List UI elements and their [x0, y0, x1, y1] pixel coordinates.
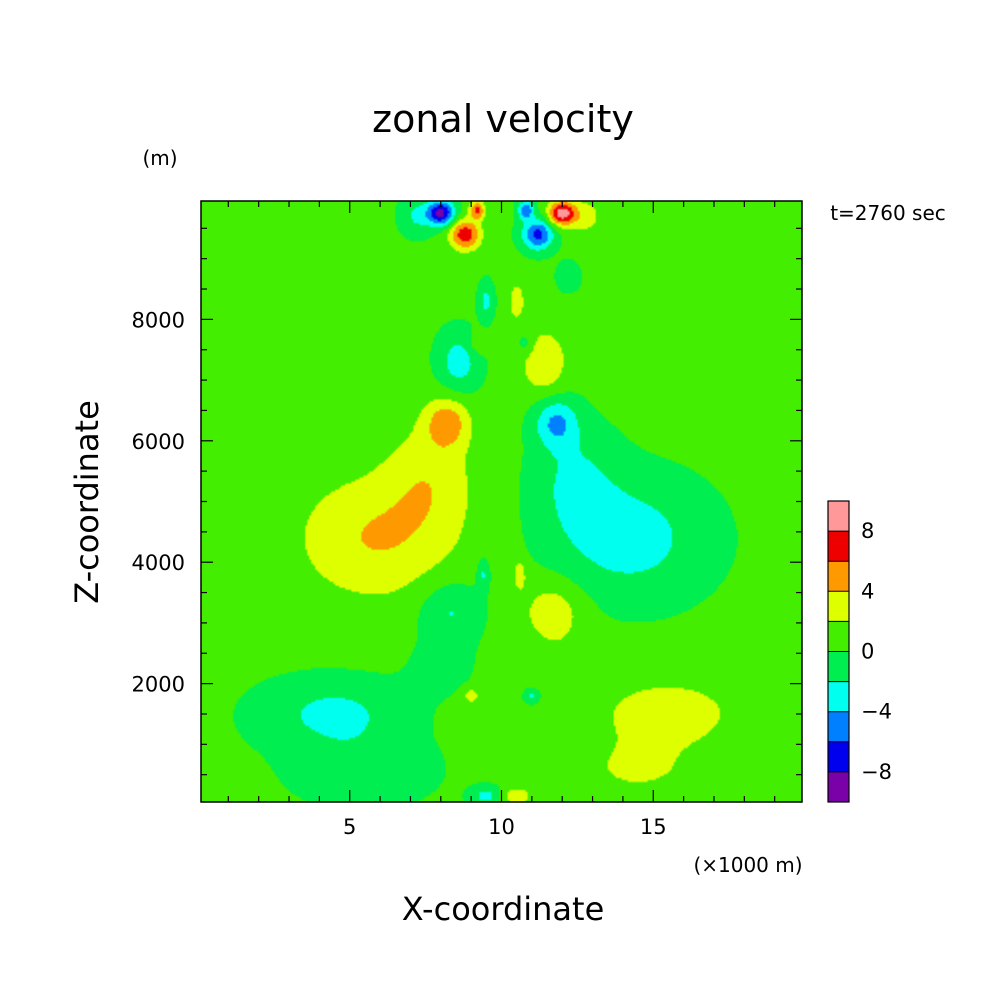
colorbar [827, 500, 850, 803]
colorbar-tick-label: 8 [861, 519, 874, 543]
colorbar-tick-label: 4 [861, 579, 874, 603]
y-tick-label: 2000 [132, 673, 185, 697]
colorbar-segment [828, 711, 849, 742]
y-tick-label: 4000 [132, 551, 185, 575]
x-tick-label: 10 [488, 815, 515, 839]
chart-title: zonal velocity [372, 97, 634, 141]
y-unit-label: (m) [142, 146, 177, 170]
y-tick-labels: 2000 4000 6000 8000 [132, 308, 185, 696]
y-tick-label: 6000 [132, 430, 185, 454]
colorbar-tick-label: −8 [861, 760, 892, 784]
colorbar-segment [828, 561, 849, 592]
colorbar-segment [828, 591, 849, 622]
plot-area [200, 200, 803, 803]
colorbar-labels: −8 −4 0 4 8 [861, 519, 892, 784]
colorbar-segment [828, 531, 849, 562]
x-tick-labels: 5 10 15 [343, 815, 667, 839]
y-axis-label: Z-coordinate [68, 400, 106, 604]
colorbar-segment [828, 771, 849, 802]
x-tick-label: 15 [640, 815, 667, 839]
colorbar-segment [828, 501, 849, 532]
colorbar-segment [828, 681, 849, 712]
velocity-field [201, 201, 802, 802]
colorbar-segment [828, 621, 849, 652]
x-tick-label: 5 [343, 815, 356, 839]
colorbar-tick-label: −4 [861, 700, 892, 724]
x-unit-label: (×1000 m) [693, 853, 802, 877]
colorbar-segment [828, 741, 849, 772]
colorbar-segment [828, 651, 849, 682]
time-annotation: t=2760 sec [830, 201, 946, 225]
axis-ticks [201, 201, 802, 802]
x-axis-label: X-coordinate [402, 890, 605, 928]
colorbar-tick-label: 0 [861, 640, 874, 664]
y-tick-label: 8000 [132, 308, 185, 332]
